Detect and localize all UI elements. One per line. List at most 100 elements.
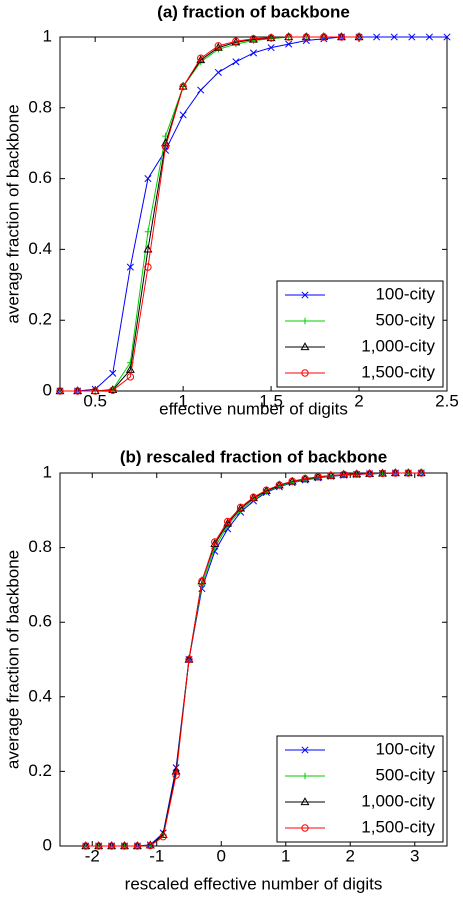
x-tick-label: -1 [149,846,164,865]
point-marker [288,477,296,485]
x-tick-label: 1 [178,391,187,410]
y-tick-label: 0.4 [28,239,52,258]
legend-label: 1,500-city [361,362,435,381]
point-marker [403,468,413,477]
point-marker [107,841,117,850]
x-tick-label: -2 [85,846,100,865]
legend-marker [301,772,309,780]
y-tick-label: 0.2 [28,310,52,329]
point-marker [179,82,187,91]
point-marker [198,577,206,585]
y-axis-label: average fraction of backbone [3,550,22,769]
point-marker [416,468,426,477]
point-marker [172,771,180,779]
point-marker [236,503,245,511]
point-marker [425,33,433,41]
legend-marker [301,317,309,325]
point-marker [55,386,65,395]
point-marker [144,175,152,183]
legend-label: 100-city [375,739,435,758]
point-marker [211,538,219,546]
point-marker [120,842,129,850]
series-line [85,472,422,847]
x-tick-label: 2 [354,391,363,410]
point-marker [378,468,387,477]
point-marker [94,841,104,850]
legend-marker [301,824,309,832]
chart-title: (a) fraction of backbone [157,2,350,21]
point-marker [198,585,206,593]
point-marker [56,387,64,395]
x-tick-label: 1.5 [259,391,283,410]
point-marker [109,369,117,377]
legend-label: 1,000-city [361,791,435,810]
point-marker [301,32,311,41]
point-marker [197,86,205,94]
point-marker [390,33,398,41]
point-marker [144,228,152,235]
point-marker [249,493,258,501]
y-axis-label: average fraction of backbone [3,104,22,323]
legend-label: 500-city [375,310,435,329]
point-marker [249,35,258,43]
x-tick-label: 2.5 [435,391,459,410]
x-tick-label: 2 [346,846,355,865]
point-marker [391,469,400,477]
legend-marker [301,369,309,377]
point-marker [185,655,193,664]
point-marker [417,469,425,477]
point-marker [443,33,451,41]
x-axis-label: effective number of digits [159,399,348,418]
point-marker [355,33,363,41]
point-marker [126,263,134,271]
point-marker [223,518,233,527]
point-marker [109,386,117,394]
point-marker [353,470,361,478]
point-marker [390,468,400,477]
point-marker [249,49,258,57]
point-marker [214,42,223,50]
plot-frame [59,36,448,392]
y-tick-label: 0.6 [28,612,52,631]
y-tick-label: 1 [43,26,52,45]
point-marker [197,54,205,62]
point-marker [196,55,206,64]
x-tick-label: 0.5 [83,391,107,410]
point-marker [210,539,220,547]
legend-label: 1,500-city [361,817,435,836]
point-marker [352,469,362,478]
point-marker [90,386,100,395]
point-marker [340,470,348,479]
chart-title: (b) rescaled fraction of backbone [120,447,387,466]
point-marker [81,841,91,850]
point-marker [161,143,170,151]
point-marker [73,386,83,395]
point-marker [365,470,374,478]
point-marker [319,32,329,41]
point-marker [146,842,155,850]
point-marker [232,58,240,66]
point-marker [378,469,387,477]
point-marker [327,471,335,480]
x-tick-label: 0 [217,846,226,865]
point-marker [365,468,375,477]
point-marker [224,517,232,526]
point-marker [144,263,152,271]
x-axis-label: rescaled effective number of digits [125,874,383,893]
point-marker [337,33,346,41]
point-marker [301,474,309,483]
point-marker [132,841,142,850]
y-tick-label: 0.6 [28,168,52,187]
legend-marker [300,342,310,351]
point-marker [262,486,271,494]
point-marker [107,842,116,850]
point-marker [126,373,135,381]
plot-frame [59,472,448,847]
point-marker [302,33,310,41]
legend-label: 500-city [375,765,435,784]
y-tick-label: 0.8 [28,537,52,556]
y-tick-label: 0 [43,380,52,399]
point-marker [267,34,275,42]
point-marker [320,33,328,41]
